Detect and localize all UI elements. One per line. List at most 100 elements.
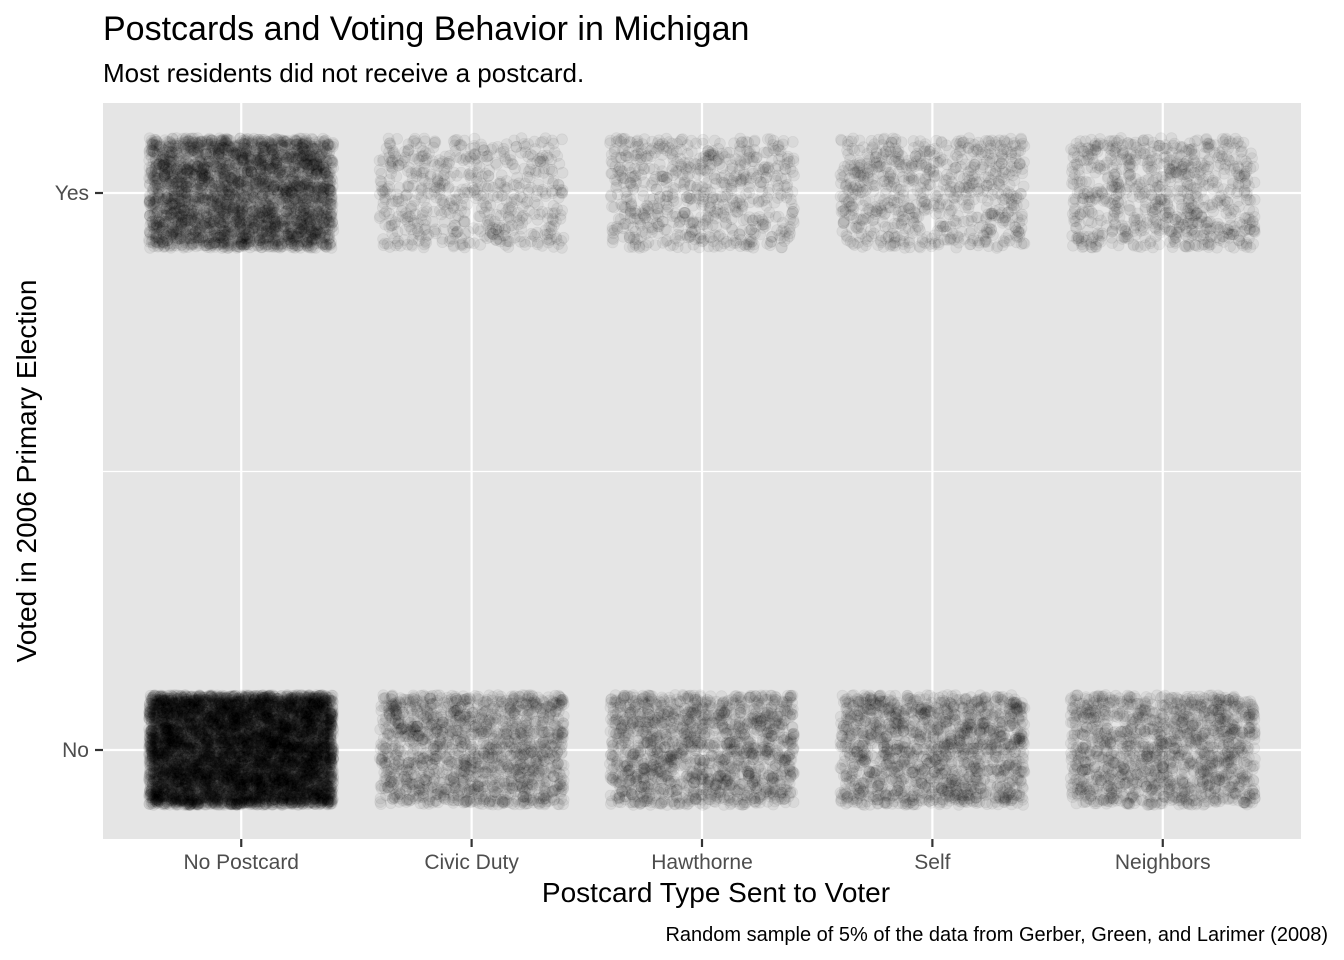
data-point: [267, 749, 280, 761]
data-point: [230, 766, 242, 779]
data-point: [263, 756, 276, 769]
data-point: [327, 745, 339, 757]
point-group: [143, 689, 340, 811]
data-point: [238, 782, 251, 795]
data-point: [227, 736, 240, 748]
data-point: [313, 747, 326, 760]
chart-title: Postcards and Voting Behavior in Michiga…: [103, 10, 749, 48]
data-point: [281, 692, 294, 705]
data-point: [170, 764, 183, 776]
data-point: [209, 703, 222, 716]
data-point: [297, 790, 310, 802]
data-point: [255, 770, 268, 783]
data-point: [285, 726, 298, 739]
data-point: [234, 734, 247, 747]
data-point: [316, 711, 329, 724]
data-point: [238, 797, 251, 810]
data-point: [185, 750, 198, 763]
data-point: [276, 798, 289, 811]
data-point: [212, 721, 225, 734]
data-point: [176, 793, 189, 806]
data-point: [216, 689, 229, 702]
data-point: [156, 746, 169, 759]
data-point: [196, 728, 209, 741]
data-point: [198, 732, 211, 744]
data-point: [277, 743, 290, 756]
data-point: [295, 706, 308, 719]
data-point: [300, 780, 313, 792]
data-point: [227, 736, 240, 748]
data-point: [146, 729, 159, 742]
data-point: [177, 793, 190, 806]
data-point: [144, 768, 156, 781]
data-point: [184, 698, 197, 711]
data-point: [276, 794, 289, 807]
data-point: [159, 768, 172, 780]
data-point: [309, 717, 322, 730]
data-point: [254, 739, 267, 751]
data-point: [223, 752, 236, 764]
data-point: [216, 760, 229, 773]
data-point: [148, 736, 161, 749]
data-point: [223, 727, 235, 739]
data-point: [263, 709, 276, 721]
data-point: [223, 748, 236, 761]
data-point: [217, 797, 230, 810]
data-point: [205, 700, 218, 713]
data-point: [278, 751, 291, 764]
data-point: [210, 767, 223, 780]
data-point: [271, 738, 284, 751]
data-point: [305, 738, 318, 751]
data-point: [200, 743, 213, 756]
data-point: [243, 739, 256, 751]
data-point: [232, 763, 245, 776]
data-point: [204, 689, 217, 702]
data-point: [240, 794, 253, 807]
data-point: [205, 766, 217, 779]
data-point: [295, 756, 308, 769]
data-point: [213, 717, 226, 729]
data-point: [266, 785, 279, 798]
data-point: [224, 734, 237, 746]
data-point: [166, 783, 178, 796]
data-point: [291, 714, 304, 727]
data-point: [156, 715, 169, 728]
data-point: [201, 694, 214, 707]
data-point: [216, 792, 229, 804]
data-point: [259, 743, 272, 756]
data-point: [196, 704, 209, 717]
data-point: [262, 747, 275, 760]
data-point: [247, 790, 260, 803]
data-point: [169, 746, 182, 759]
data-point: [175, 733, 188, 745]
data-point: [312, 785, 325, 798]
data-point: [258, 735, 271, 748]
data-point: [184, 797, 197, 810]
data-point: [241, 702, 254, 714]
chart-subtitle: Most residents did not receive a postcar…: [103, 58, 584, 88]
data-point: [223, 698, 236, 711]
data-point: [293, 694, 306, 707]
data-points: [143, 132, 1261, 811]
data-point: [180, 753, 193, 766]
data-point: [248, 756, 261, 769]
data-point: [248, 716, 261, 729]
data-point: [292, 735, 305, 747]
data-point: [230, 762, 243, 775]
data-point: [214, 705, 227, 718]
data-point: [289, 783, 302, 795]
data-point: [210, 719, 223, 732]
data-point: [176, 693, 189, 706]
data-point: [236, 763, 249, 776]
data-point: [200, 780, 213, 793]
data-point: [145, 791, 158, 804]
data-point: [265, 737, 278, 750]
data-point: [226, 737, 239, 750]
data-point: [262, 726, 275, 739]
data-point: [240, 721, 253, 733]
data-point: [284, 702, 297, 715]
data-point: [283, 700, 296, 712]
data-point: [174, 782, 186, 795]
data-point: [296, 760, 309, 773]
